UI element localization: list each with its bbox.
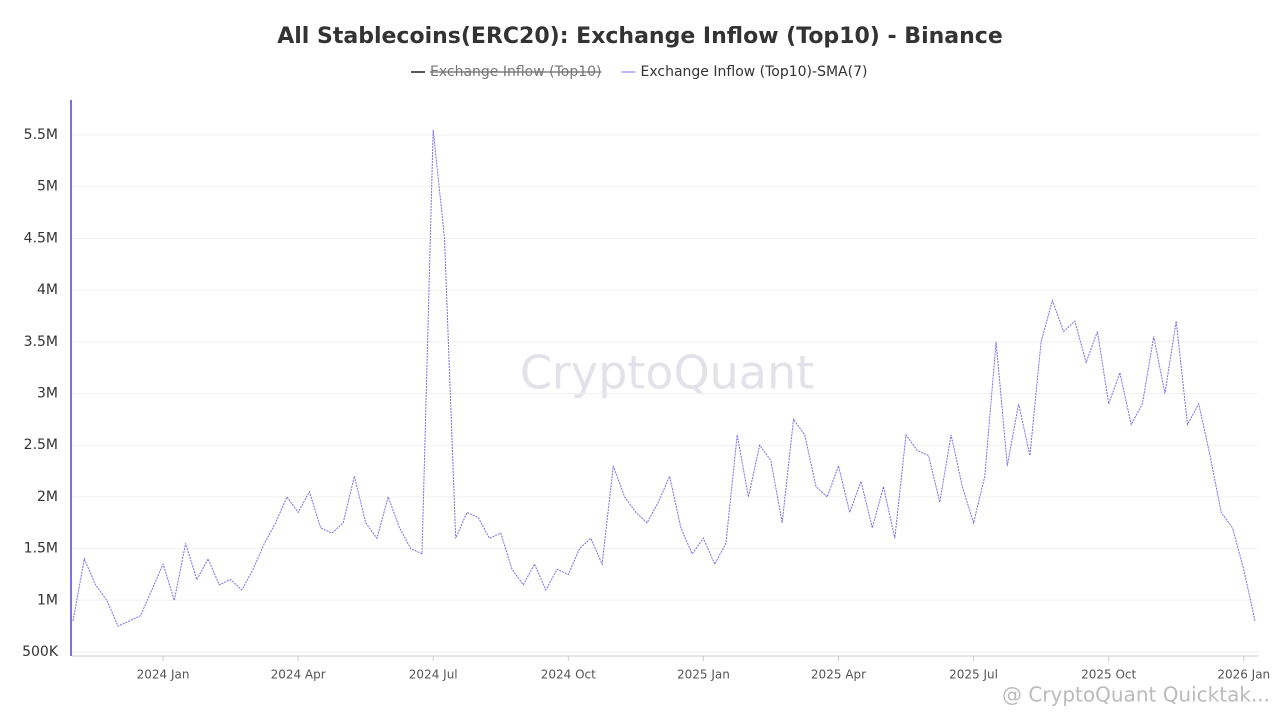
y-tick-label: 2.5M	[24, 437, 58, 453]
y-tick-label: 4M	[37, 282, 58, 298]
x-tick-label: 2026 Jan	[1217, 668, 1270, 682]
y-tick-label: 3M	[37, 386, 58, 402]
y-tick-label: 2M	[37, 489, 58, 505]
y-tick-label: 1M	[37, 592, 58, 608]
attribution: @ CryptoQuant Quicktak...	[1002, 683, 1270, 707]
y-tick-label: 3.5M	[24, 334, 58, 350]
chart-title: All Stablecoins(ERC20): Exchange Inflow …	[277, 24, 1003, 49]
x-tick-label: 2024 Oct	[541, 668, 596, 682]
watermark: CryptoQuant	[520, 346, 814, 400]
x-tick-label: 2024 Jan	[137, 668, 190, 682]
x-tick-label: 2025 Oct	[1081, 668, 1136, 682]
y-tick-label: 4.5M	[24, 230, 58, 246]
y-tick-label: 500K	[22, 644, 59, 660]
y-tick-label: 5.5M	[24, 127, 58, 143]
x-tick-label: 2025 Jul	[949, 668, 998, 682]
legend-label: Exchange Inflow (Top10)	[430, 64, 602, 80]
x-tick-label: 2024 Jul	[409, 668, 458, 682]
x-tick-label: 2025 Apr	[811, 668, 866, 682]
legend-label: Exchange Inflow (Top10)-SMA(7)	[641, 64, 868, 80]
series-line	[72, 129, 1256, 627]
y-tick-label: 5M	[37, 179, 58, 195]
x-tick-label: 2025 Jan	[677, 668, 730, 682]
x-tick-label: 2024 Apr	[271, 668, 326, 682]
y-tick-label: 1.5M	[24, 541, 58, 557]
